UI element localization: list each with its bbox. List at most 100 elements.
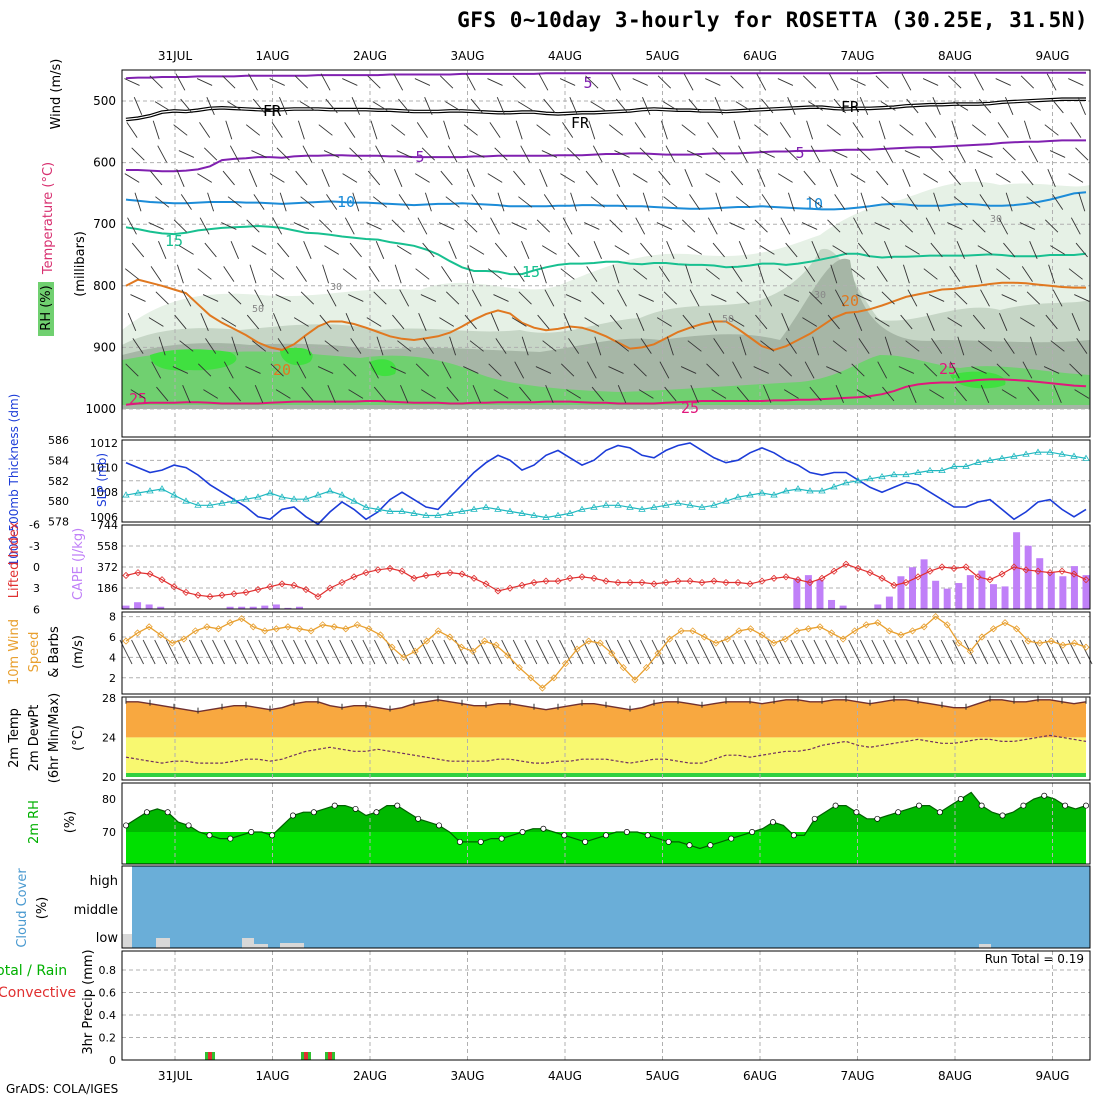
wind-barb (638, 389, 654, 399)
pressure-tick-label: 600 (93, 156, 116, 170)
wind-barb (686, 150, 703, 158)
wind-barb-10m (975, 639, 989, 665)
wind-barb (422, 338, 434, 354)
cape-bar (249, 606, 257, 609)
li-marker (938, 563, 946, 571)
wind-barb (154, 101, 170, 111)
wind-barb (420, 389, 436, 399)
wind-barb-10m (547, 639, 561, 665)
li-marker (854, 564, 862, 572)
li-marker (230, 590, 238, 598)
date-tick-top: 3AUG (451, 49, 485, 63)
wind-barb (705, 78, 721, 86)
wind-barb (270, 363, 284, 377)
li-marker (398, 567, 406, 575)
wind-barb (279, 192, 287, 212)
wind-barb (899, 219, 914, 233)
thickness-marker (1070, 452, 1078, 459)
wind-barb (326, 289, 337, 307)
wind-barb (755, 314, 768, 330)
li-marker (662, 578, 670, 587)
li-marker (1082, 576, 1090, 584)
wind-barb (592, 145, 603, 163)
wind-barb (1046, 73, 1057, 91)
wind-barb (488, 363, 502, 377)
precip-3hr-panel: 0 0.2 0.4 0.6 0.8 Total / Rain Convective 3hr P… (0, 949, 1091, 1067)
lifted-index-cape-panel: -6 -3 0 3 6 186 372 558 744 Lifted Index CAPE (J/k… (7, 519, 1091, 616)
rh2m-marker (269, 832, 276, 839)
rh2m-marker (540, 825, 547, 832)
thickness-marker (398, 507, 406, 514)
li-marker (290, 581, 298, 589)
rh2m-marker (749, 829, 756, 835)
wind-marker (261, 627, 269, 635)
wind-barb-10m (293, 639, 306, 665)
wind-barb (706, 363, 720, 377)
rh2m-marker (143, 809, 150, 816)
wind-barb (197, 173, 213, 183)
slp-frame (121, 439, 1091, 523)
wind-barb (708, 312, 717, 332)
wind-barb (832, 340, 847, 352)
wind-barb (611, 168, 621, 188)
wind-barb (971, 366, 987, 374)
wind-barb (1069, 363, 1083, 377)
wind-barb (1021, 266, 1033, 282)
wind-barb (762, 289, 773, 307)
wind-marker (319, 621, 327, 629)
wind-barb (591, 386, 604, 402)
wind-barb (681, 124, 696, 136)
thickness-marker (782, 487, 790, 494)
wind-marker (1059, 641, 1067, 649)
wind-barb (665, 145, 676, 163)
wind-barb (254, 384, 264, 404)
wind-barb (207, 192, 215, 212)
wind-barb (318, 124, 333, 136)
li-marker (674, 577, 682, 585)
precip-bar-convective (208, 1052, 212, 1060)
wind-barb (1023, 120, 1031, 140)
thickness-marker (122, 491, 130, 498)
wind-barb (662, 101, 678, 111)
wind-barb (1044, 219, 1059, 233)
wind-barb (133, 96, 143, 116)
rh2m-marker (352, 805, 359, 812)
wind-barb (127, 312, 137, 332)
contour-label: 5 (583, 74, 592, 92)
wind-barb (493, 294, 509, 302)
wind-barb (636, 312, 645, 332)
wind-barb (464, 219, 478, 233)
wind-barb-10m (154, 639, 168, 665)
wind-marker (1047, 637, 1055, 645)
wind-barb (397, 340, 412, 352)
thickness-marker (374, 505, 382, 512)
thickness-marker (134, 489, 142, 496)
temperature-axis-label: Temperature (°C) (41, 162, 56, 275)
wind-barb (351, 96, 360, 116)
wind-barb-10m (246, 639, 260, 665)
wind-barb (222, 75, 236, 89)
wind-barb (1068, 173, 1084, 183)
wind-barb (544, 289, 555, 307)
wind-barb (980, 289, 990, 307)
thickness-marker (182, 497, 190, 504)
wind-barb (738, 240, 748, 260)
thickness-marker (794, 485, 802, 492)
temp-frame (121, 696, 1091, 781)
wind-marker (249, 623, 257, 631)
wind-barb-10m (1033, 639, 1047, 665)
wind-barb (956, 240, 965, 260)
wind-barb (390, 366, 406, 374)
wind-barb (131, 147, 145, 161)
wind-barb (835, 384, 844, 404)
wind-barb (173, 219, 188, 233)
wind-barb (707, 122, 719, 138)
rh2m-marker (936, 809, 943, 816)
cape-bar (885, 596, 893, 609)
wind-marker (619, 664, 627, 672)
wind-barb (222, 170, 235, 186)
wind-barb (568, 338, 580, 354)
wind-barb (367, 170, 381, 186)
li-marker (974, 573, 982, 581)
wind-barb (349, 147, 363, 161)
